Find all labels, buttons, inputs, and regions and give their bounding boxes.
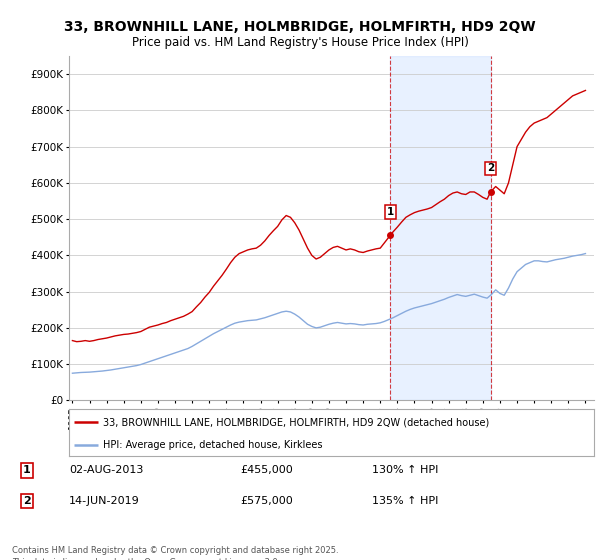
Text: £575,000: £575,000 (240, 496, 293, 506)
Bar (390, 56, 491, 400)
Text: 135% ↑ HPI: 135% ↑ HPI (372, 496, 439, 506)
Text: £455,000: £455,000 (240, 465, 293, 475)
Text: 02-AUG-2013: 02-AUG-2013 (69, 465, 143, 475)
Text: Price paid vs. HM Land Registry's House Price Index (HPI): Price paid vs. HM Land Registry's House … (131, 36, 469, 49)
Text: Contains HM Land Registry data © Crown copyright and database right 2025.
This d: Contains HM Land Registry data © Crown c… (12, 546, 338, 560)
Text: HPI: Average price, detached house, Kirklees: HPI: Average price, detached house, Kirk… (103, 440, 323, 450)
Text: 33, BROWNHILL LANE, HOLMBRIDGE, HOLMFIRTH, HD9 2QW (detached house): 33, BROWNHILL LANE, HOLMBRIDGE, HOLMFIRT… (103, 417, 490, 427)
Text: 130% ↑ HPI: 130% ↑ HPI (372, 465, 439, 475)
Text: 14-JUN-2019: 14-JUN-2019 (69, 496, 140, 506)
Text: 1: 1 (386, 207, 394, 217)
Text: 2: 2 (23, 496, 31, 506)
Text: 33, BROWNHILL LANE, HOLMBRIDGE, HOLMFIRTH, HD9 2QW: 33, BROWNHILL LANE, HOLMBRIDGE, HOLMFIRT… (64, 20, 536, 34)
Text: 1: 1 (23, 465, 31, 475)
Text: 2: 2 (487, 164, 494, 174)
